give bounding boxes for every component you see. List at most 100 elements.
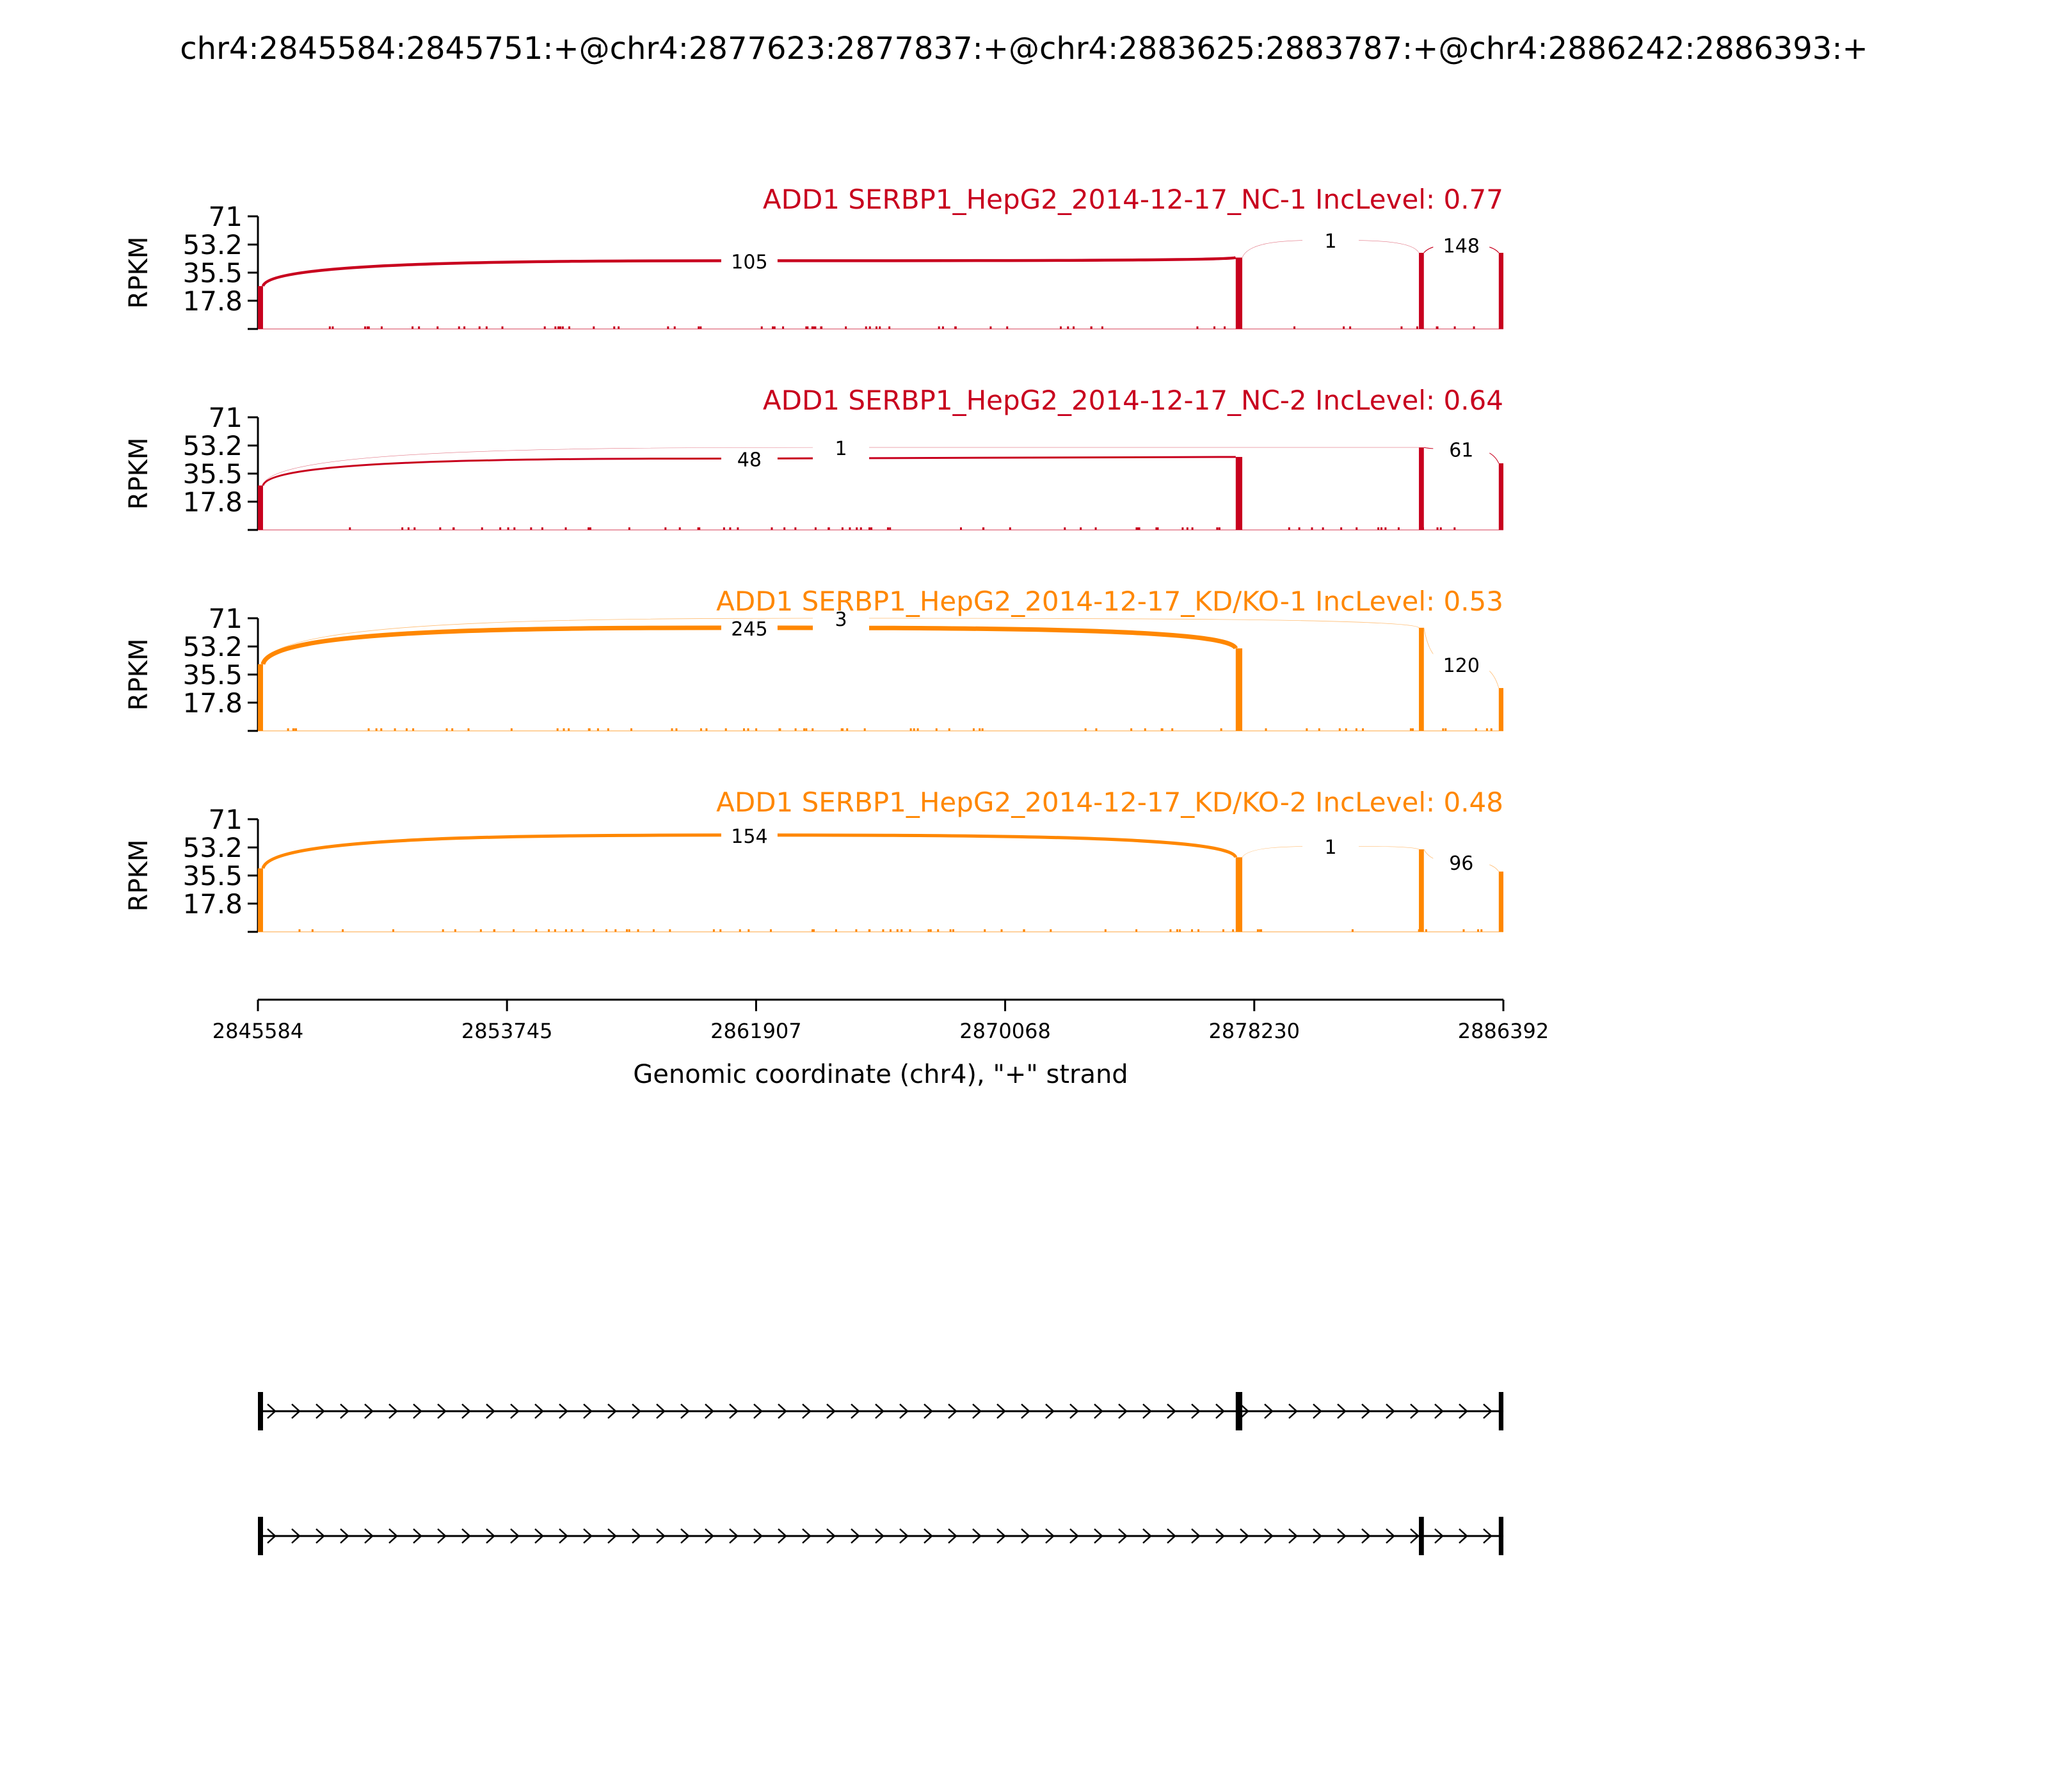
y-axis-label: RPKM xyxy=(124,639,154,711)
intron-coverage xyxy=(1436,527,1439,530)
intron-coverage xyxy=(846,728,849,731)
exon-block xyxy=(258,1517,263,1555)
intron-coverage xyxy=(814,527,817,530)
intron-coverage xyxy=(842,728,844,731)
intron-coverage xyxy=(769,929,772,932)
junction-label-bg xyxy=(1302,225,1359,253)
exon-coverage xyxy=(1498,688,1504,731)
junction-label-bg xyxy=(813,432,870,461)
x-axis-label: Genomic coordinate (chr4), "+" strand xyxy=(633,1060,1128,1089)
strand-arrow-icon xyxy=(510,1528,520,1544)
intron-coverage xyxy=(1073,326,1075,329)
y-tick-label: 35.5 xyxy=(182,860,243,892)
intron-coverage xyxy=(879,326,881,329)
intron-coverage xyxy=(1442,728,1444,731)
exon-block xyxy=(1419,1517,1424,1555)
intron-coverage xyxy=(543,326,546,329)
track-label: ADD1 SERBP1_HepG2_2014-12-17_KD/KO-1 Inc… xyxy=(716,586,1503,617)
intron-coverage xyxy=(501,326,504,329)
intron-coverage xyxy=(568,728,570,731)
intron-coverage xyxy=(380,728,383,731)
junction-count-label: 61 xyxy=(1449,440,1473,462)
exon-block xyxy=(1235,1392,1243,1430)
exon-block xyxy=(1498,1517,1504,1555)
intron-coverage xyxy=(1485,728,1488,731)
intron-coverage xyxy=(772,326,774,329)
intron-coverage xyxy=(401,527,404,530)
strand-arrow-icon xyxy=(729,1528,739,1544)
intron-coverage xyxy=(1006,326,1009,329)
intron-coverage xyxy=(1352,929,1354,932)
intron-coverage xyxy=(564,929,567,932)
strand-arrow-icon xyxy=(1215,1404,1225,1419)
intron-coverage xyxy=(896,929,899,932)
intron-coverage xyxy=(454,929,456,932)
intron-coverage xyxy=(436,326,439,329)
intron-coverage xyxy=(782,326,785,329)
strand-arrow-icon xyxy=(486,1528,495,1544)
intron-coverage xyxy=(439,527,442,530)
intron-coverage xyxy=(1023,929,1025,932)
strand-arrow-icon xyxy=(267,1528,276,1544)
intron-coverage xyxy=(380,326,383,329)
intron-coverage xyxy=(771,527,773,530)
intron-coverage xyxy=(1084,728,1087,731)
intron-coverage xyxy=(554,929,556,932)
intron-coverage xyxy=(510,728,513,731)
intron-coverage xyxy=(412,728,415,731)
intron-coverage xyxy=(1380,527,1382,530)
intron-coverage xyxy=(1090,326,1092,329)
intron-coverage xyxy=(1216,527,1219,530)
intron-coverage xyxy=(1338,728,1341,731)
intron-coverage xyxy=(700,326,702,329)
intron-coverage xyxy=(889,929,892,932)
strand-arrow-icon xyxy=(753,1404,763,1419)
intron-coverage xyxy=(863,728,866,731)
exon-coverage xyxy=(1498,253,1504,329)
strand-arrow-icon xyxy=(753,1528,763,1544)
intron-coverage xyxy=(541,527,543,530)
strand-arrow-icon xyxy=(826,1404,836,1419)
intron-coverage xyxy=(513,929,515,932)
intron-coverage xyxy=(1220,728,1222,731)
junction-count-label: 148 xyxy=(1443,236,1480,258)
intron-coverage xyxy=(1064,527,1066,530)
strand-arrow-icon xyxy=(1313,1404,1322,1419)
strand-arrow-icon xyxy=(802,1404,812,1419)
junction-label-bg xyxy=(1433,846,1490,875)
intron-coverage xyxy=(445,728,448,731)
strand-arrow-icon xyxy=(316,1528,325,1544)
strand-arrow-icon xyxy=(486,1404,495,1419)
strand-arrow-icon xyxy=(583,1404,593,1419)
y-tick-label: 53.2 xyxy=(182,631,243,662)
intron-coverage xyxy=(564,527,567,530)
intron-coverage xyxy=(407,527,410,530)
intron-coverage xyxy=(568,326,571,329)
intron-coverage xyxy=(814,326,817,329)
intron-coverage xyxy=(1169,929,1172,932)
intron-coverage xyxy=(959,527,962,530)
intron-coverage xyxy=(811,326,813,329)
strand-arrow-icon xyxy=(437,1528,447,1544)
strand-arrow-icon xyxy=(1191,1528,1201,1544)
strand-arrow-icon xyxy=(413,1404,422,1419)
intron-coverage xyxy=(1298,527,1300,530)
intron-coverage xyxy=(375,728,378,731)
intron-coverage xyxy=(865,326,867,329)
y-tick-label: 17.8 xyxy=(182,888,243,920)
intron-coverage xyxy=(1186,527,1188,530)
intron-coverage xyxy=(628,527,630,530)
intron-coverage xyxy=(556,728,559,731)
strand-arrow-icon xyxy=(826,1528,836,1544)
strand-arrow-icon xyxy=(778,1404,787,1419)
intron-coverage xyxy=(954,326,957,329)
exon-coverage xyxy=(1235,456,1243,530)
intron-coverage xyxy=(295,728,298,731)
strand-arrow-icon xyxy=(1142,1404,1152,1419)
intron-coverage xyxy=(1439,527,1442,530)
y-axis-label: RPKM xyxy=(124,237,154,309)
intron-coverage xyxy=(697,527,700,530)
